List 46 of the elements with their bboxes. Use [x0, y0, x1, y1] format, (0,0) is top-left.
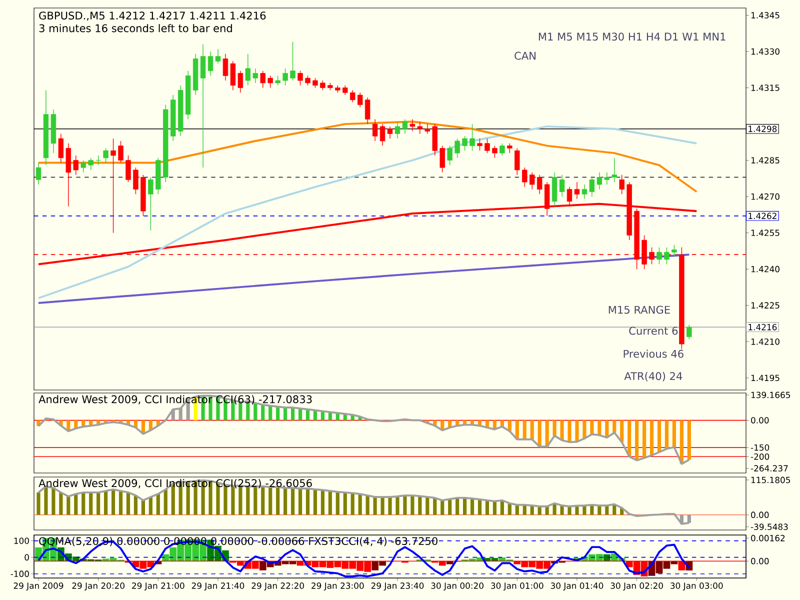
y-tick-label: 139.1665 [751, 392, 790, 398]
y-tick-label: -264.237 [750, 465, 788, 472]
y-tick-label: -39.5483 [750, 524, 788, 530]
chart-title: Andrew West 2009, CCI Indicator CCI(252) -26.6056 [38, 478, 312, 488]
x-tick-label: 29 Jan 23:40 [371, 582, 424, 590]
y-tick-label: -200 [750, 453, 770, 460]
y-tick-label: 1.4195 [751, 374, 780, 382]
annotation: ATR(40) 24 [624, 372, 682, 382]
x-tick-label: 30 Jan 00:20 [431, 582, 484, 590]
x-tick-label: 30 Jan 01:00 [491, 582, 544, 590]
y-tick-label: 1.4330 [751, 48, 780, 55]
x-tick-label: 30 Jan 01:40 [550, 582, 604, 590]
y2-tick-label: 0.00162 [751, 534, 785, 542]
x-tick-label: 30 Jan 03:00 [670, 582, 723, 590]
annotation: M1 M5 M15 M30 H1 H4 D1 W1 MN1 [538, 32, 726, 41]
ref-line-label: 1.4216 [748, 324, 777, 330]
y-tick-label: 100 [14, 538, 29, 544]
y-tick-label: 1.4240 [751, 266, 780, 272]
y-tick-label: -150 [750, 444, 770, 451]
chart-title: GBPUSD.,M5 1.4212 1.4217 1.4211 1.4216 [39, 12, 266, 21]
annotation: Previous 46 [624, 350, 684, 358]
x-tick-label: 29 Jan 22:20 [252, 582, 304, 590]
y-tick-label: 1.4225 [751, 302, 780, 309]
y-tick-label: 0.00 [751, 417, 769, 424]
ref-line-label: 1.4262 [748, 212, 776, 220]
y-tick-label: 1.4315 [751, 84, 780, 91]
y-tick-label: 1.4345 [751, 12, 780, 18]
y-tick-label: 0.00 [751, 512, 769, 518]
y-tick-label: 1.4255 [751, 230, 780, 236]
x-tick-label: 29 Jan 21:40 [192, 582, 244, 590]
y-tick-label: 115.1805 [751, 476, 790, 484]
y-tick-label: 1.4270 [751, 193, 780, 200]
x-tick-label: 29 Jan 20:20 [72, 582, 124, 590]
ref-line-label: 1.4298 [748, 126, 777, 132]
annotation: Current 6 [629, 326, 678, 335]
y-tick-label: 1.4285 [751, 157, 780, 164]
x-tick-label: 30 Jan 02:20 [610, 582, 663, 590]
y-tick-label: 0 [24, 554, 29, 561]
text: 3 minutes 16 seconds left to bar end [39, 24, 232, 32]
x-tick-label: 29 Jan 23:00 [312, 582, 364, 590]
x-tick-label: 29 Jan 2009 [14, 582, 64, 590]
x-tick-label: 29 Jan 21:00 [132, 582, 184, 590]
y-tick-label: 1.4210 [751, 338, 780, 345]
annotation: CAN [514, 52, 536, 60]
y-tick-label: -100 [10, 570, 29, 578]
annotation: M15 RANGE [608, 306, 670, 314]
